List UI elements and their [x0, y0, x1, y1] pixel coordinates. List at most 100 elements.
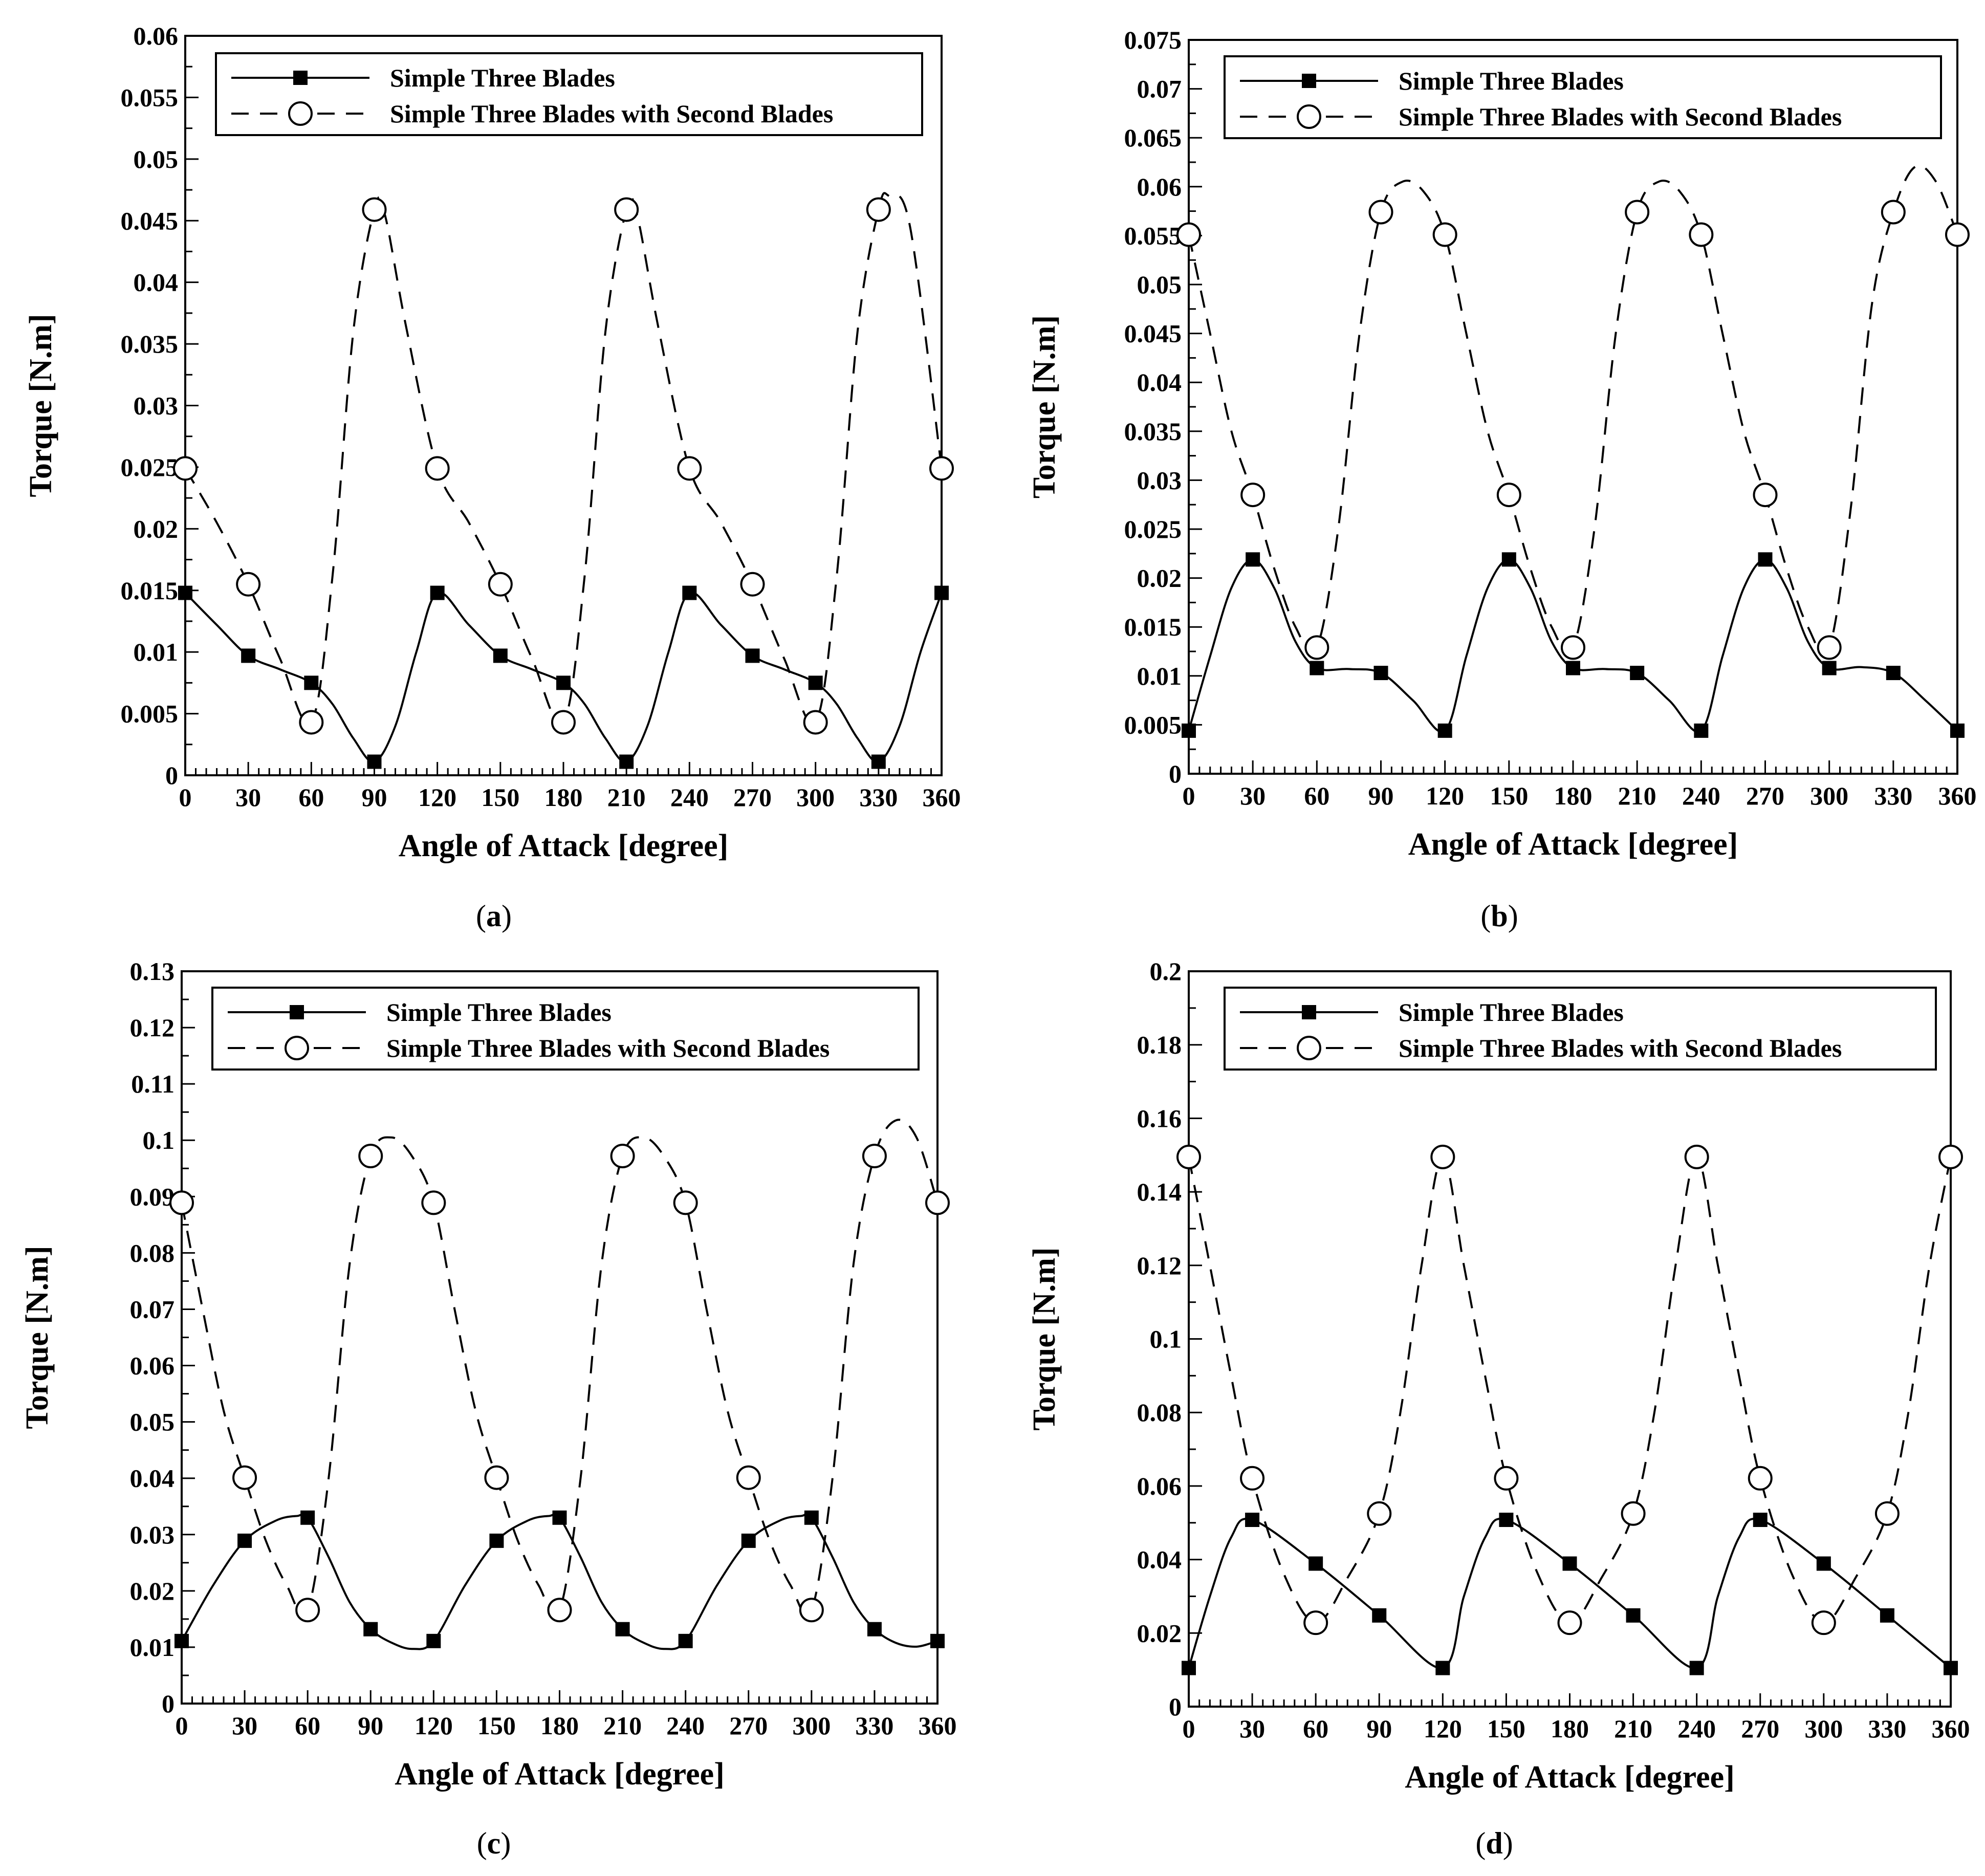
- marker-square: [1373, 666, 1388, 681]
- marker-square: [1630, 666, 1645, 681]
- marker-circle: [1303, 1610, 1328, 1635]
- x-tick-label: 150: [477, 1711, 516, 1740]
- marker-circle: [484, 1465, 509, 1490]
- marker-square: [1437, 723, 1452, 738]
- y-tick-label: 0.06: [134, 21, 179, 50]
- x-tick-label: 60: [298, 783, 324, 812]
- marker-circle: [1368, 200, 1393, 225]
- x-tick-label: 30: [1240, 781, 1266, 810]
- y-tick-label: 0.07: [130, 1295, 175, 1323]
- legend-marker-circle: [1297, 104, 1321, 129]
- x-tick-label: 180: [1554, 781, 1593, 810]
- panel-caption: (a): [476, 899, 512, 933]
- x-tick-label: 90: [1366, 1714, 1392, 1743]
- marker-circle: [1689, 222, 1714, 247]
- legend: Simple Three Blades Simple Three Blades w…: [211, 987, 920, 1071]
- y-tick-label: 0.12: [130, 1013, 175, 1042]
- x-tick-label: 0: [1183, 781, 1195, 810]
- y-tick-label: 0.035: [1124, 417, 1182, 446]
- marker-circle: [236, 572, 261, 597]
- y-tick-label: 0.015: [1124, 613, 1182, 641]
- y-axis-title: Torque [N.m]: [1027, 1247, 1062, 1430]
- marker-square: [1944, 1661, 1958, 1675]
- marker-square: [430, 585, 445, 600]
- marker-square: [934, 585, 949, 600]
- marker-circle: [1240, 483, 1266, 508]
- series-line-second-blades: [184, 192, 943, 726]
- marker-circle: [862, 1144, 887, 1169]
- y-tick-label: 0.04: [1137, 1545, 1182, 1574]
- x-tick-label: 330: [855, 1711, 893, 1740]
- legend-label-simple: Simple Three Blades: [386, 998, 612, 1027]
- y-tick-label: 0.02: [1137, 564, 1182, 593]
- y-tick-label: 0: [1169, 759, 1182, 788]
- legend-marker-circle: [285, 1036, 309, 1060]
- marker-circle: [1811, 1610, 1836, 1635]
- x-tick-label: 300: [1804, 1714, 1843, 1743]
- x-tick-label: 210: [607, 783, 646, 812]
- x-tick-label: 0: [176, 1711, 188, 1740]
- x-tick-label: 300: [1810, 781, 1848, 810]
- x-tick-label: 30: [232, 1711, 257, 1740]
- legend-box: [215, 52, 923, 136]
- y-tick-label: 0.06: [130, 1351, 175, 1380]
- x-tick-label: 120: [418, 783, 456, 812]
- x-tick-label: 150: [1490, 781, 1528, 810]
- x-tick-label: 240: [1682, 781, 1720, 810]
- legend-marker-square: [293, 71, 308, 85]
- marker-circle: [295, 1598, 320, 1623]
- panel-caption-letter: b: [1491, 899, 1508, 933]
- marker-circle: [1496, 483, 1521, 508]
- marker-square: [489, 1533, 504, 1548]
- y-axis-title: Torque [N.m]: [1027, 315, 1062, 498]
- marker-square: [1886, 666, 1901, 681]
- x-tick-label: 360: [1938, 781, 1977, 810]
- marker-circle: [1240, 1466, 1265, 1491]
- legend-marker-square: [290, 1005, 304, 1019]
- legend: Simple Three Blades Simple Three Blades w…: [215, 52, 923, 136]
- y-axis-title: Torque [N.m]: [24, 314, 58, 497]
- x-tick-label: 300: [792, 1711, 831, 1740]
- marker-square: [1308, 1556, 1323, 1571]
- x-tick-label: 270: [1741, 1714, 1779, 1743]
- marker-circle: [1817, 635, 1842, 660]
- x-tick-label: 120: [1424, 1714, 1462, 1743]
- marker-square: [808, 675, 823, 690]
- y-tick-label: 0.03: [130, 1520, 175, 1549]
- marker-square: [1182, 1661, 1196, 1675]
- legend-box: [211, 987, 920, 1071]
- marker-square: [1626, 1608, 1641, 1623]
- marker-circle: [1432, 222, 1457, 247]
- x-tick-label: 180: [540, 1711, 579, 1740]
- x-tick-label: 330: [1874, 781, 1912, 810]
- x-tick-label: 360: [1932, 1714, 1970, 1743]
- marker-square: [741, 1533, 756, 1548]
- legend-label-second-blades: Simple Three Blades with Second Blades: [1399, 102, 1842, 131]
- marker-circle: [1881, 200, 1906, 225]
- marker-square: [493, 648, 508, 663]
- y-tick-label: 0.045: [1124, 319, 1182, 348]
- chart-panel-c: 0 30 60 90 120 150 180 210 240 270 300 330 360 0 0.01 0…: [20, 957, 957, 1860]
- marker-square: [426, 1633, 441, 1648]
- panels: 0 30 60 90 120 150 180 210 240 270 300 330 36000.005…: [20, 21, 1977, 1860]
- marker-circle: [1625, 200, 1650, 225]
- x-tick-label: 60: [295, 1711, 320, 1740]
- marker-square: [552, 1510, 567, 1525]
- marker-circle: [1874, 1501, 1900, 1526]
- legend-label-second-blades: Simple Three Blades with Second Blades: [1399, 1034, 1842, 1062]
- y-tick-label: 0.025: [121, 453, 179, 482]
- x-tick-label: 360: [923, 783, 961, 812]
- marker-square: [1499, 1513, 1514, 1528]
- marker-square: [871, 754, 886, 769]
- y-tick-label: 0.045: [121, 206, 179, 235]
- x-tick-label: 180: [544, 783, 583, 812]
- marker-circle: [1748, 1466, 1773, 1491]
- series-line-simple: [184, 591, 943, 763]
- marker-circle: [551, 710, 576, 735]
- marker-square: [867, 1622, 882, 1637]
- marker-circle: [173, 456, 198, 481]
- marker-circle: [673, 1190, 698, 1215]
- x-tick-label: 300: [796, 783, 835, 812]
- legend-marker-circle: [1297, 1036, 1321, 1060]
- y-tick-label: 0.055: [121, 83, 179, 112]
